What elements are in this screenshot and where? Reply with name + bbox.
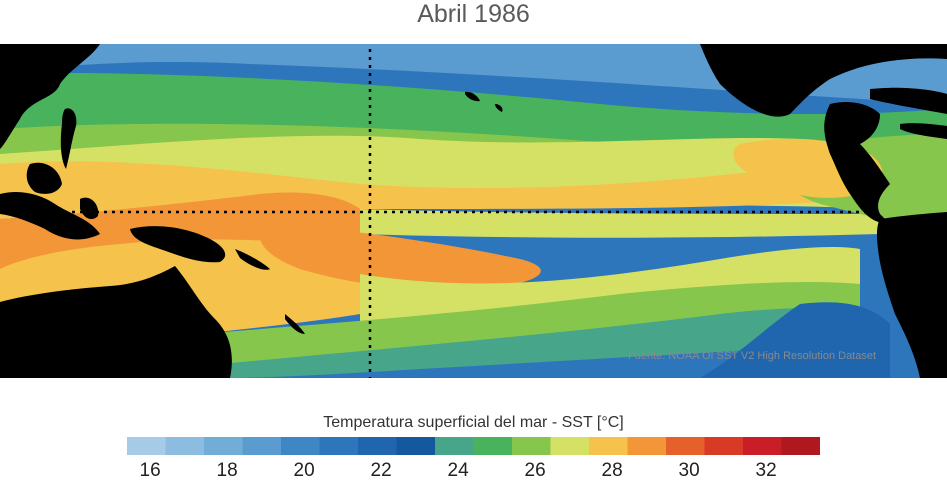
band-central-orange — [260, 224, 541, 291]
land-australia — [0, 266, 232, 378]
colorbar-swatch — [165, 437, 205, 455]
sst-map — [0, 44, 947, 378]
colorbar-swatch — [473, 437, 513, 455]
colorbar-swatch — [704, 437, 744, 455]
colorbar-swatch — [319, 437, 359, 455]
colorbar — [127, 437, 820, 455]
colorbar-swatch — [627, 437, 667, 455]
band-equator-cool — [360, 209, 880, 238]
land-caribbean — [870, 87, 947, 139]
colorbar-tick-label: 20 — [293, 460, 315, 481]
colorbar-swatch — [435, 437, 474, 455]
colorbar-swatch — [127, 437, 166, 455]
colorbar-tick-label: 16 — [139, 460, 161, 481]
colorbar-title: Temperatura superficial del mar - SST [°… — [323, 414, 624, 431]
land-south-america — [876, 212, 947, 378]
land-asia — [0, 44, 100, 149]
colorbar-swatch — [242, 437, 282, 455]
land-north-america — [700, 44, 947, 117]
band-south-east-blue — [780, 274, 947, 378]
land-hawaii — [465, 91, 503, 112]
colorbar-swatch — [204, 437, 243, 455]
land-philippines — [60, 108, 77, 169]
data-source: Fuente: NOAA OI SST V2 High Resolution D… — [628, 350, 877, 362]
colorbar-swatch — [550, 437, 590, 455]
colorbar-tick-label: 22 — [370, 460, 392, 481]
colorbar-tick-label: 26 — [524, 460, 546, 481]
band-south-east-mid — [700, 302, 890, 378]
land-indonesia — [0, 192, 100, 240]
colorbar-swatch — [396, 437, 436, 455]
land-solomons — [235, 249, 270, 270]
land-new-guinea — [130, 226, 226, 263]
colorbar-swatch — [666, 437, 705, 455]
colorbar-swatch — [781, 437, 820, 455]
colorbar-swatch — [743, 437, 782, 455]
land-borneo-sulawesi — [26, 162, 99, 220]
band-south-teal — [220, 308, 870, 378]
map-title: Abril 1986 — [417, 0, 530, 28]
colorbar-swatch — [589, 437, 628, 455]
land-new-caledonia — [285, 314, 305, 334]
colorbar-tick-label: 18 — [216, 460, 238, 481]
colorbar-swatch — [281, 437, 320, 455]
colorbar-tick-label: 24 — [447, 460, 469, 481]
colorbar-tick-label: 30 — [678, 460, 700, 481]
colorbar-tick-label: 32 — [755, 460, 777, 481]
land-central-america — [824, 102, 890, 224]
colorbar-swatch — [512, 437, 551, 455]
colorbar-swatch — [358, 437, 397, 455]
colorbar-tick-label: 28 — [601, 460, 623, 481]
